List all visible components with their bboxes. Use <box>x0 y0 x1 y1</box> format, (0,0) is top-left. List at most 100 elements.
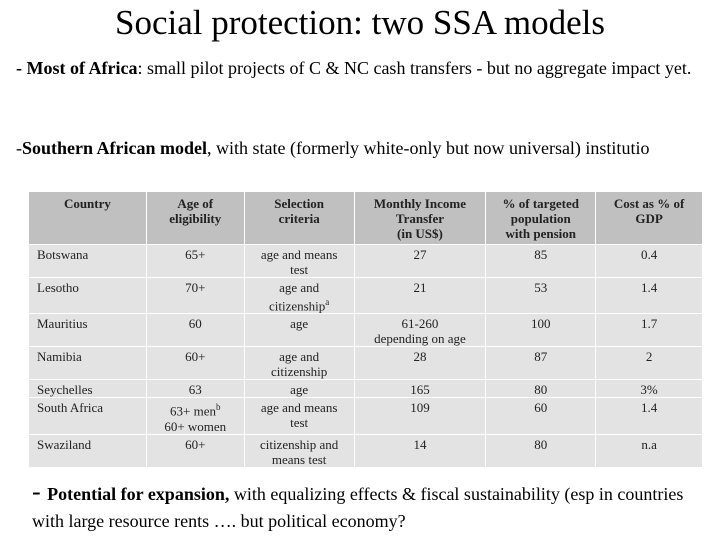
pct-cell: 80 <box>485 379 597 399</box>
table-row: Mauritius 60 age 61-260 depending on age 100 1… <box>28 313 703 348</box>
header-cost-gdp: Cost as % of GDP <box>595 191 703 245</box>
header-monthly-income-transfer: Monthly Income Transfer (in US$) <box>353 191 487 245</box>
pct-cell: 53 <box>485 276 597 315</box>
p2-bold: Southern African model <box>22 138 208 158</box>
age-cell-line: 60+ <box>185 349 206 365</box>
transfer-cell: 14 <box>353 433 487 468</box>
p3-dash: - <box>32 477 48 506</box>
transfer-cell: 27 <box>353 244 487 278</box>
transfer-cell-line: 61-260 <box>401 316 439 332</box>
p1-dash: - <box>16 58 27 78</box>
criteria-cell: age <box>243 313 355 348</box>
age-cell: 63 <box>145 379 245 399</box>
country-cell: South Africa <box>28 397 147 435</box>
header-line: Transfer <box>395 211 445 226</box>
table-body: Botswana 65+ age and means test 27 85 0.4 Lesot… <box>28 244 703 468</box>
age-cell-line: 60+ <box>185 436 206 452</box>
transfer-cell-line: 21 <box>413 280 427 295</box>
p1-text: : small pilot projects of C & NC cash tr… <box>137 58 692 78</box>
transfer-cell: 21 <box>353 276 487 315</box>
table-row: Swaziland 60+ citizenship and means test 14 8… <box>28 433 703 468</box>
cost-cell: 2 <box>595 346 703 381</box>
header-line: Monthly Income <box>373 196 466 211</box>
p2-text: , with state (formerly white-only but no… <box>207 138 650 158</box>
transfer-cell-line: 165 <box>410 382 430 398</box>
criteria-cell: age <box>243 379 355 399</box>
cost-cell: n.a <box>595 433 703 468</box>
table-row: Namibia 60+ age and citizenship 28 87 2 <box>28 346 703 381</box>
age-cell-line: 60 <box>188 316 202 332</box>
age-cell: 60+ <box>145 346 245 381</box>
country-cell: Namibia <box>28 346 147 381</box>
criteria-cell-line: test <box>290 415 309 431</box>
pct-cell: 60 <box>485 397 597 435</box>
criteria-cell-line: age <box>290 382 309 398</box>
age-cell: 63+ menb 60+ women <box>145 397 245 435</box>
age-cell-line: 70+ <box>185 280 206 295</box>
table-row: Seychelles 63 age 165 80 3% <box>28 379 703 399</box>
age-cell-line: 63+ menb <box>170 402 221 419</box>
header-country: Country <box>28 191 147 245</box>
criteria-cell-line: age and means <box>260 247 338 262</box>
criteria-cell: citizenship and means test <box>243 433 355 468</box>
table-row: South Africa 63+ menb 60+ women age and mea… <box>28 397 703 435</box>
header-line: Cost as % of <box>613 196 685 211</box>
transfer-cell-line: 14 <box>413 436 427 452</box>
country-cell: Lesotho <box>28 276 147 315</box>
transfer-cell-line: depending on age <box>374 331 466 347</box>
criteria-cell-line: test <box>290 262 309 277</box>
header-line: Selection <box>274 196 325 211</box>
header-line: criteria <box>278 211 320 226</box>
header-line: Age of <box>177 196 214 211</box>
cost-cell: 1.7 <box>595 313 703 348</box>
p3-bold: Potential for expansion, <box>47 484 230 504</box>
table-row: Lesotho 70+ age and citizenshipa 21 53 1.4 <box>28 276 703 315</box>
cost-cell: 3% <box>595 379 703 399</box>
header-line: (in US$) <box>397 226 443 241</box>
slide-title: Social protection: two SSA models <box>115 3 605 42</box>
paragraph-most-of-africa: - Most of Africa: small pilot projects o… <box>16 56 706 80</box>
cost-cell: 1.4 <box>595 397 703 435</box>
pct-cell: 85 <box>485 244 597 278</box>
header-line: population <box>510 211 571 226</box>
header-line: GDP <box>635 211 663 226</box>
criteria-cell-line: citizenship <box>270 364 328 380</box>
age-cell: 60+ <box>145 433 245 468</box>
transfer-cell-line: 28 <box>413 349 427 365</box>
criteria-cell: age and citizenship <box>243 346 355 381</box>
pension-table: Country Age of eligibility Selection criteri… <box>28 191 703 468</box>
pct-cell: 100 <box>485 313 597 348</box>
age-cell-line: 60+ women <box>164 418 227 434</box>
country-cell: Mauritius <box>28 313 147 348</box>
criteria-cell-line: means test <box>271 451 327 467</box>
criteria-cell: age and citizenshipa <box>243 276 355 315</box>
pct-cell: 80 <box>485 433 597 468</box>
transfer-cell: 165 <box>353 379 487 399</box>
criteria-cell-line: age and <box>279 280 320 295</box>
country-cell: Swaziland <box>28 433 147 468</box>
cost-cell: 0.4 <box>595 244 703 278</box>
header-age-of-eligibility: Age of eligibility <box>145 191 245 245</box>
age-cell: 65+ <box>145 244 245 278</box>
criteria-cell-line: age and <box>279 349 320 365</box>
criteria-cell: age and means test <box>243 244 355 278</box>
criteria-cell-line: age <box>290 316 309 332</box>
country-cell: Botswana <box>28 244 147 278</box>
criteria-cell-footnote: a <box>325 297 330 307</box>
age-cell-line: 65+ <box>185 247 206 262</box>
header-line: % of targeted <box>502 196 580 211</box>
paragraph-southern-african-model: -Southern African model, with state (for… <box>16 136 720 160</box>
criteria-cell-line: citizenship and <box>259 436 339 452</box>
criteria-cell-line: age and means <box>260 400 338 416</box>
p3-text: with equalizing effects & fiscal sustain… <box>32 484 684 531</box>
header-line: eligibility <box>169 211 222 226</box>
transfer-cell-line: 109 <box>410 400 430 416</box>
age-cell: 60 <box>145 313 245 348</box>
pct-cell: 87 <box>485 346 597 381</box>
cost-cell: 1.4 <box>595 276 703 315</box>
header-selection-criteria: Selection criteria <box>243 191 355 245</box>
header-line: with pension <box>505 226 576 241</box>
transfer-cell: 61-260 depending on age <box>353 313 487 348</box>
table-header-row: Country Age of eligibility Selection criteri… <box>28 191 703 245</box>
p2-dash: - <box>16 138 22 158</box>
